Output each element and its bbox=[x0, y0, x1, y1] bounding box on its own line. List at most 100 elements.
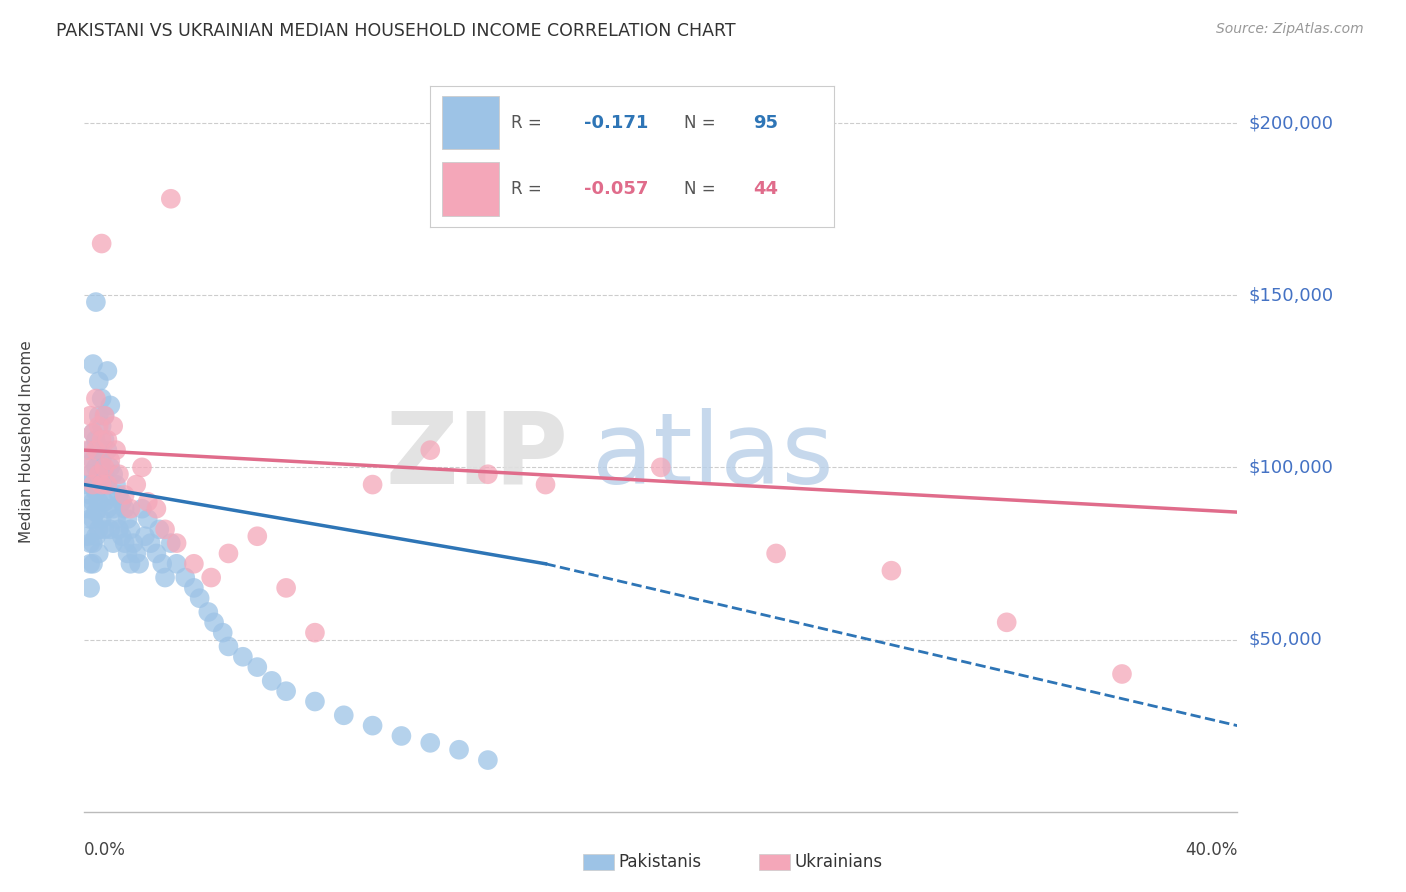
Point bbox=[108, 522, 131, 536]
Point bbox=[153, 522, 176, 536]
Point bbox=[79, 443, 101, 458]
Point bbox=[114, 536, 136, 550]
Point bbox=[79, 581, 101, 595]
Point bbox=[84, 484, 107, 499]
Point bbox=[82, 512, 104, 526]
Point bbox=[183, 581, 205, 595]
Text: ZIP: ZIP bbox=[385, 408, 568, 505]
Point bbox=[145, 501, 167, 516]
Point bbox=[391, 729, 413, 743]
Point bbox=[103, 419, 124, 434]
Point bbox=[160, 536, 183, 550]
Point bbox=[82, 495, 104, 509]
Point bbox=[120, 522, 142, 536]
Point bbox=[139, 536, 162, 550]
Point bbox=[84, 392, 107, 406]
Point bbox=[87, 522, 110, 536]
Point bbox=[246, 660, 269, 674]
Point bbox=[90, 433, 112, 447]
Point bbox=[650, 460, 672, 475]
Text: $100,000: $100,000 bbox=[1249, 458, 1333, 476]
Point bbox=[87, 467, 110, 482]
Point bbox=[82, 557, 104, 571]
Text: Pakistanis: Pakistanis bbox=[619, 853, 702, 871]
Point bbox=[125, 477, 148, 491]
Point bbox=[90, 477, 112, 491]
Point bbox=[93, 409, 115, 423]
Point bbox=[304, 625, 326, 640]
Point bbox=[96, 501, 118, 516]
Point bbox=[534, 477, 557, 491]
Point bbox=[76, 477, 98, 491]
Point bbox=[87, 409, 110, 423]
Text: 0.0%: 0.0% bbox=[84, 841, 127, 859]
Text: PAKISTANI VS UKRAINIAN MEDIAN HOUSEHOLD INCOME CORRELATION CHART: PAKISTANI VS UKRAINIAN MEDIAN HOUSEHOLD … bbox=[56, 22, 735, 40]
Point bbox=[79, 488, 101, 502]
Point bbox=[98, 398, 121, 412]
Point bbox=[274, 684, 298, 698]
Point bbox=[90, 477, 112, 491]
Text: Median Household Income: Median Household Income bbox=[20, 340, 34, 543]
Point bbox=[148, 522, 170, 536]
Point bbox=[166, 557, 188, 571]
Point bbox=[108, 488, 131, 502]
Point bbox=[361, 477, 384, 491]
Point bbox=[120, 501, 142, 516]
Point bbox=[131, 460, 153, 475]
Text: $150,000: $150,000 bbox=[1249, 286, 1333, 304]
Point bbox=[96, 477, 118, 491]
Point bbox=[447, 743, 470, 757]
Point bbox=[84, 295, 107, 310]
Point bbox=[90, 419, 112, 434]
Point bbox=[87, 467, 110, 482]
Text: Ukrainians: Ukrainians bbox=[794, 853, 883, 871]
Point bbox=[150, 557, 173, 571]
Point bbox=[84, 529, 107, 543]
Point bbox=[90, 392, 112, 406]
Point bbox=[202, 615, 225, 630]
Point bbox=[477, 467, 499, 482]
Point bbox=[82, 536, 104, 550]
Point bbox=[117, 512, 139, 526]
Point bbox=[122, 536, 145, 550]
Point bbox=[79, 467, 101, 482]
Point bbox=[260, 673, 283, 688]
Text: 40.0%: 40.0% bbox=[1185, 841, 1237, 859]
Point bbox=[84, 505, 107, 519]
Point bbox=[125, 546, 148, 560]
Point bbox=[995, 615, 1018, 630]
Point bbox=[82, 477, 104, 491]
Text: atlas: atlas bbox=[592, 408, 834, 505]
Point bbox=[105, 512, 128, 526]
Point bbox=[79, 460, 101, 475]
Point bbox=[111, 529, 134, 543]
Point bbox=[82, 425, 104, 440]
Point bbox=[90, 512, 112, 526]
Point bbox=[87, 443, 110, 458]
Point bbox=[120, 557, 142, 571]
Point bbox=[87, 419, 110, 434]
Point bbox=[136, 512, 159, 526]
Point bbox=[304, 694, 326, 708]
Point bbox=[98, 460, 121, 475]
Point bbox=[880, 564, 903, 578]
Point bbox=[93, 495, 115, 509]
Point bbox=[87, 546, 110, 560]
Point bbox=[98, 488, 121, 502]
Point bbox=[166, 536, 188, 550]
Point bbox=[96, 443, 118, 458]
Point bbox=[103, 536, 124, 550]
Point bbox=[98, 453, 121, 467]
Point bbox=[145, 546, 167, 560]
Point bbox=[217, 640, 239, 654]
Point bbox=[93, 433, 115, 447]
Point bbox=[96, 433, 118, 447]
Point bbox=[98, 522, 121, 536]
Point bbox=[79, 409, 101, 423]
Point bbox=[217, 546, 239, 560]
Point bbox=[93, 522, 115, 536]
Point bbox=[84, 443, 107, 458]
Point bbox=[84, 433, 107, 447]
Point bbox=[419, 443, 441, 458]
Point bbox=[82, 357, 104, 371]
